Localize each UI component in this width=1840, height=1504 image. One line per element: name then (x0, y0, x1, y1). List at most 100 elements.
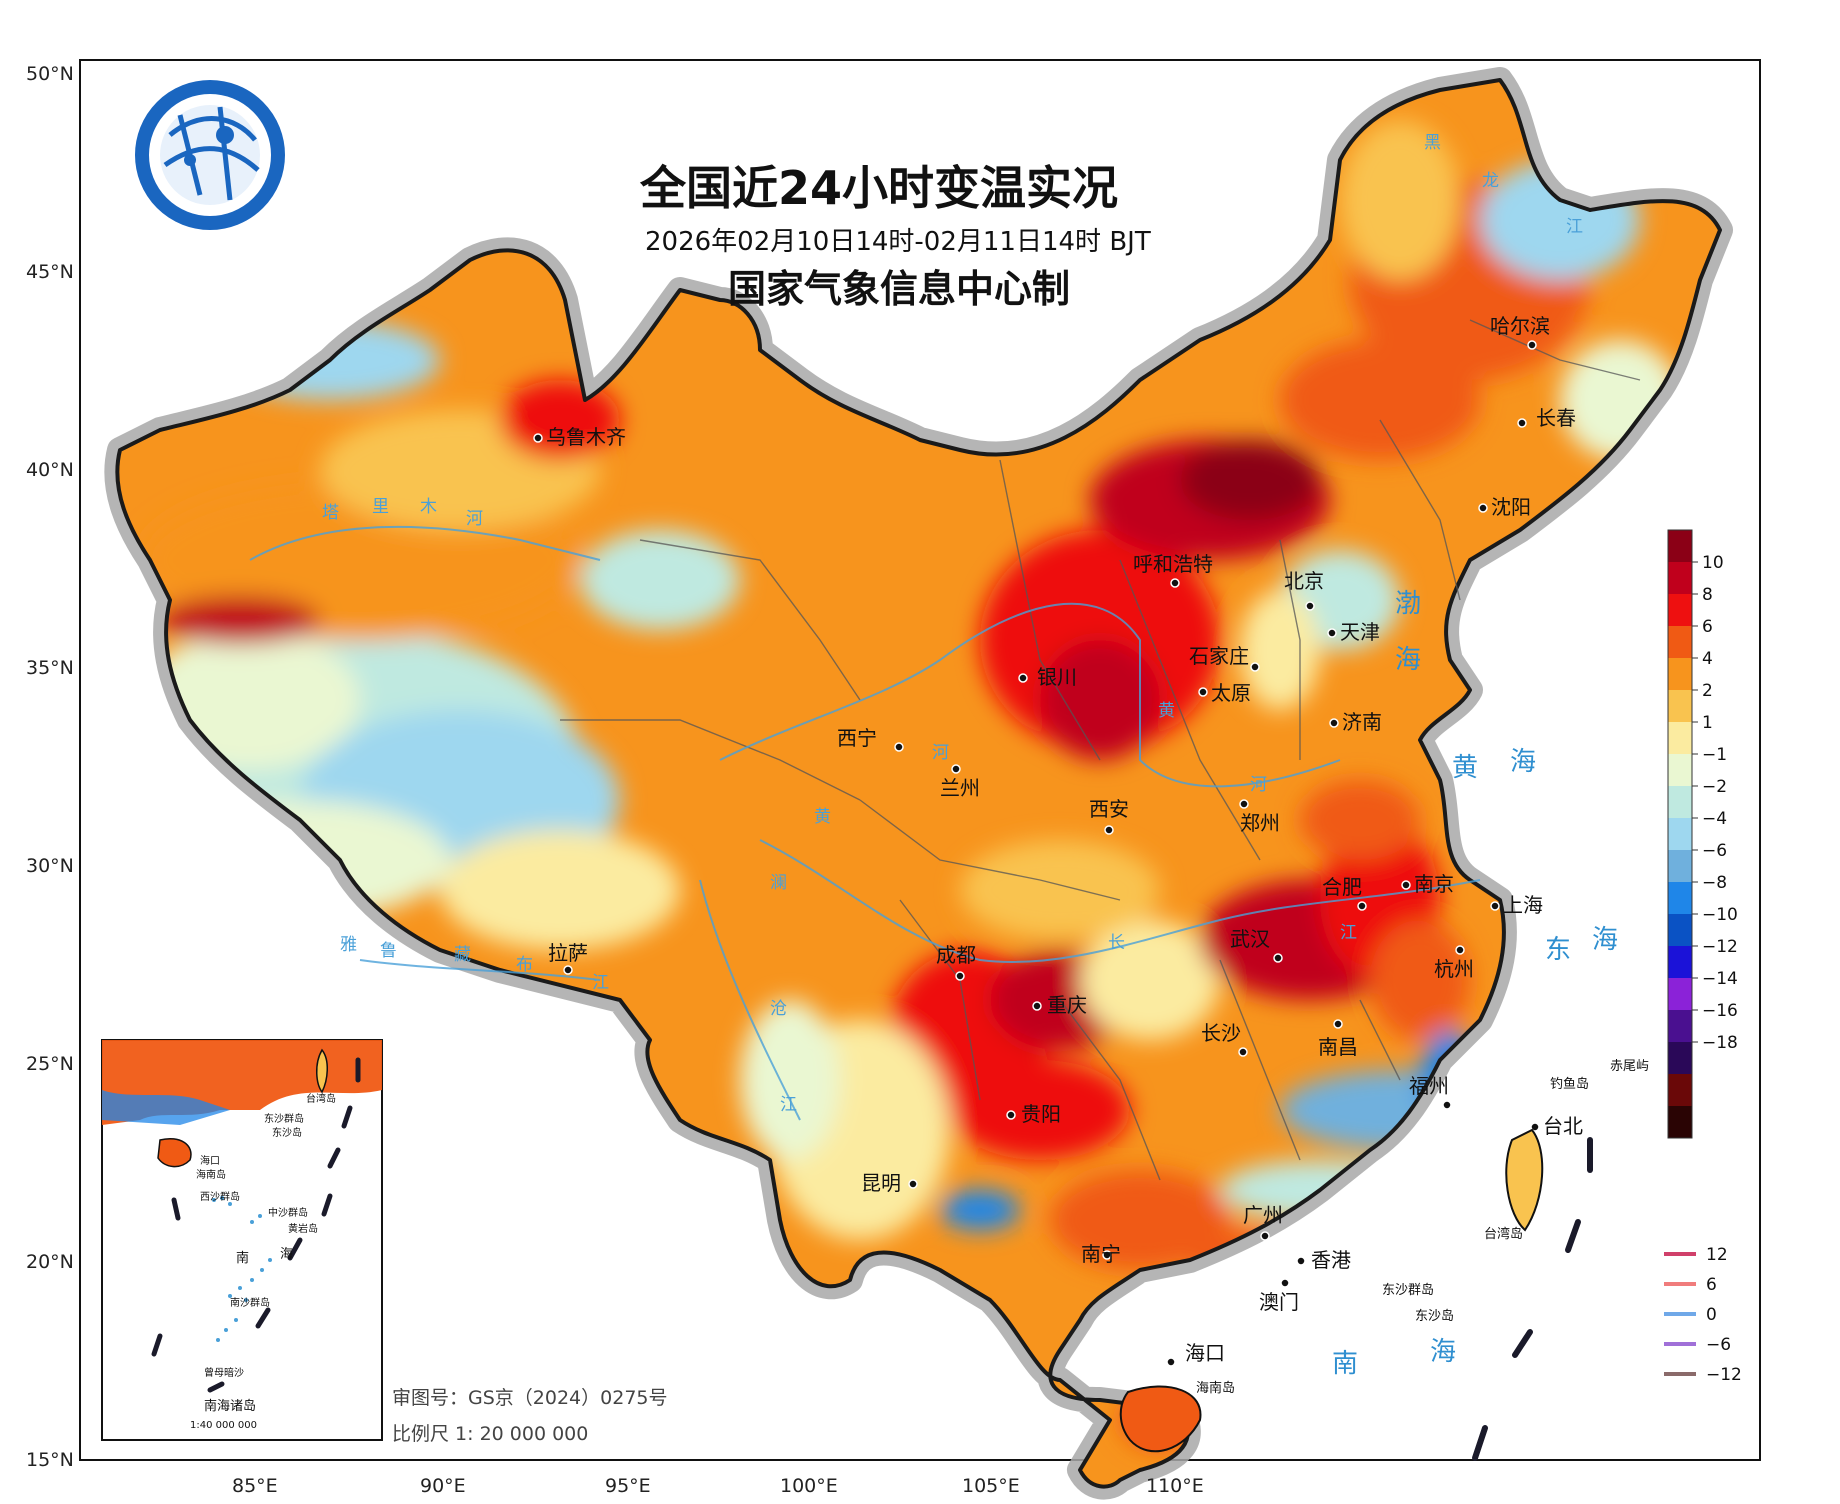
city-marker (533, 433, 543, 443)
city-marker (1333, 1019, 1343, 1029)
city-19: 成都 (936, 943, 976, 981)
lon-label: 85°E (232, 1475, 278, 1497)
colorbar-swatch (1668, 722, 1692, 754)
city-label: 贵阳 (1021, 1102, 1061, 1126)
city-31: 香港 (1296, 1248, 1351, 1272)
lat-label: 20°N (26, 1251, 74, 1273)
city-marker (1296, 1256, 1306, 1266)
colorbar-label: 4 (1702, 649, 1713, 669)
sea-label: 海 (1510, 747, 1536, 777)
city-17: 上海 (1490, 893, 1543, 917)
river-label: 龙 (1482, 171, 1499, 191)
colorbar-label: −10 (1702, 905, 1738, 925)
colorbar-label: 2 (1702, 681, 1713, 701)
lat-label: 40°N (26, 459, 74, 481)
city-0: 乌鲁木齐 (533, 425, 626, 449)
city-marker (1327, 628, 1337, 638)
city-label: 兰州 (940, 776, 980, 800)
city-33: 海口 (1166, 1341, 1225, 1367)
isoline-label: −6 (1706, 1335, 1731, 1355)
lat-label: 35°N (26, 657, 74, 679)
city-10: 西安 (1089, 797, 1129, 835)
city-label: 合肥 (1322, 875, 1362, 899)
colorbar-swatch (1668, 850, 1692, 882)
colorbar-label: 1 (1702, 713, 1713, 733)
colorbar-label: 10 (1702, 553, 1724, 573)
colorbar-swatch (1668, 754, 1692, 786)
city-label: 济南 (1342, 710, 1382, 734)
nine-dash-line (1472, 1137, 1593, 1461)
city-label: 呼和浩特 (1133, 552, 1213, 576)
city-label: 太原 (1211, 681, 1251, 705)
city-27: 台北 (1530, 1114, 1583, 1138)
city-marker (1238, 1047, 1248, 1057)
city-label: 拉萨 (548, 941, 588, 965)
city-marker (1166, 1357, 1176, 1367)
inset-label: 海南岛 (196, 1168, 226, 1181)
island-label: 台湾岛 (1484, 1226, 1523, 1242)
colorbar-swatch (1668, 786, 1692, 818)
city-marker (1490, 901, 1500, 911)
lon-label: 90°E (420, 1475, 466, 1497)
south-china-sea-inset: 台湾岛 东沙群岛 东沙岛 海口 海南岛 西沙群岛 中沙群岛 黄岩岛 南 海 南沙… (101, 1039, 383, 1441)
sea-labels: 渤 海 黄 海 东 海 南 海 (1332, 589, 1618, 1379)
city-label: 银川 (1037, 665, 1077, 689)
river-label: 藏 (454, 945, 471, 965)
city-26: 福州 (1409, 1074, 1452, 1110)
city-2: 北京 (1284, 569, 1324, 611)
city-22: 重庆 (1032, 993, 1087, 1017)
city-label: 西宁 (837, 726, 877, 750)
city-21: 杭州 (1434, 945, 1474, 981)
island-label: 海南岛 (1196, 1380, 1235, 1396)
colorbar-swatch (1668, 882, 1692, 914)
city-12: 哈尔滨 (1490, 314, 1550, 350)
inset-label: 中沙群岛 (268, 1206, 308, 1219)
city-label: 沈阳 (1491, 495, 1531, 519)
city-marker (1517, 418, 1527, 428)
sea-label: 南 (1332, 1349, 1358, 1379)
city-30: 南宁 (1081, 1242, 1121, 1266)
city-marker (1329, 718, 1339, 728)
sea-label: 海 (1430, 1337, 1456, 1367)
city-8: 兰州 (940, 764, 980, 800)
city-11: 郑州 (1239, 799, 1280, 835)
colorbar-label: −2 (1702, 777, 1727, 797)
river-label: 长 (1108, 933, 1125, 953)
city-label: 香港 (1311, 1248, 1351, 1272)
city-15: 合肥 (1322, 875, 1367, 911)
city-marker (1032, 1001, 1042, 1011)
river-label: 木 (420, 497, 437, 517)
lon-label: 95°E (605, 1475, 651, 1497)
city-24: 南昌 (1318, 1019, 1358, 1059)
city-marker (951, 764, 961, 774)
city-marker (1170, 578, 1180, 588)
city-marker (1006, 1110, 1016, 1120)
river-label: 江 (592, 973, 609, 993)
city-16: 南京 (1401, 872, 1454, 896)
city-20: 武汉 (1230, 927, 1283, 963)
colorbar-label: −12 (1702, 937, 1738, 957)
cma-logo (135, 80, 285, 230)
colorbar-swatch (1668, 1106, 1692, 1138)
city-marker (908, 1179, 918, 1189)
city-marker (1239, 799, 1249, 809)
city-marker (1260, 1231, 1270, 1241)
lon-axis: 85°E 90°E 95°E 100°E 105°E 110°E (232, 1475, 1204, 1497)
colorbar-swatch (1668, 978, 1692, 1010)
isoline-legend: 12 6 0 −6 −12 (1664, 1245, 1742, 1385)
island-label: 东沙岛 (1415, 1308, 1454, 1324)
sea-label: 东 (1545, 935, 1571, 965)
colorbar-label: −6 (1702, 841, 1727, 861)
lon-label: 100°E (780, 1475, 838, 1497)
city-label: 哈尔滨 (1490, 314, 1550, 338)
inset-label: 东沙岛 (272, 1126, 302, 1139)
river-label: 鲁 (380, 941, 397, 961)
sea-label: 海 (1592, 925, 1618, 955)
map-scale: 比例尺 1: 20 000 000 (392, 1423, 588, 1445)
inset-label: 西沙群岛 (200, 1190, 240, 1203)
colorbar-swatch (1668, 1042, 1692, 1074)
city-3: 天津 (1327, 620, 1380, 644)
city-marker (1305, 601, 1315, 611)
